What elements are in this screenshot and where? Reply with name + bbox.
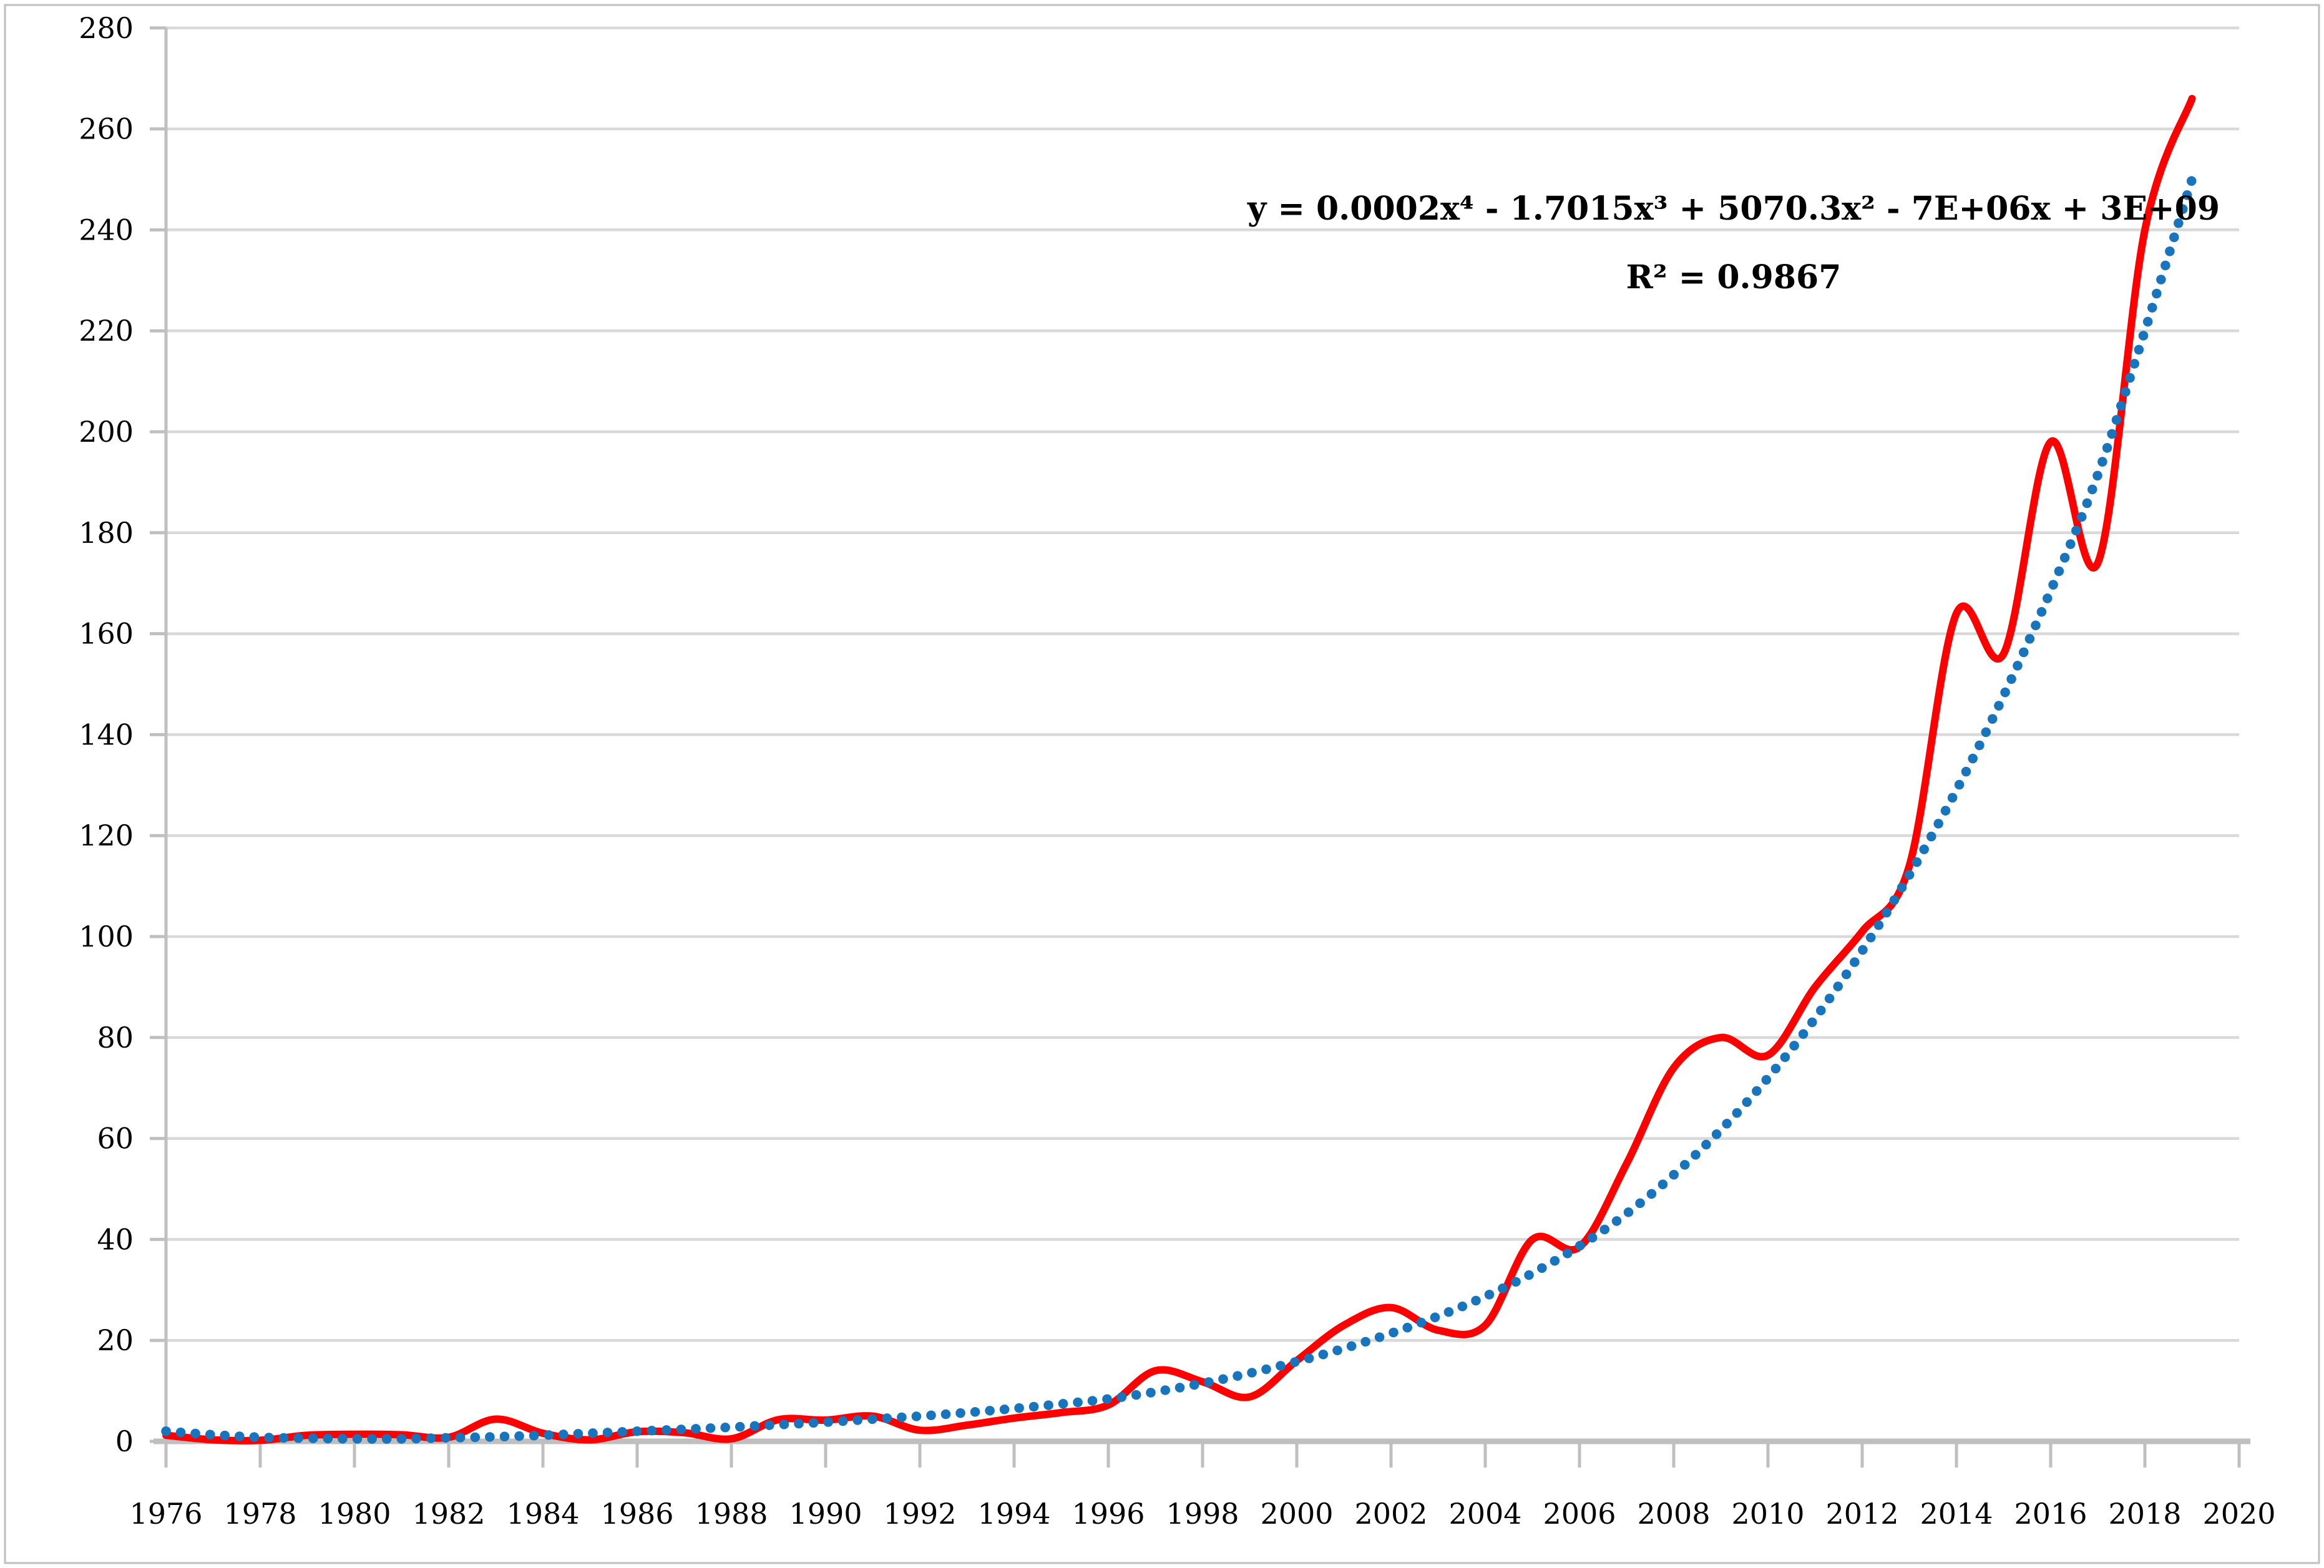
y-axis-tick-label-220: 220 (79, 314, 134, 348)
x-axis-tick-label-2018: 2018 (2108, 1497, 2181, 1531)
x-axis-tick-label-1988: 1988 (695, 1497, 768, 1531)
y-axis-labels: 0 20 40 60 80 100 120 140 160 180 200 220 240 260 280 (79, 11, 134, 1458)
y-axis-tick-label-0: 0 (115, 1424, 134, 1458)
x-axis-tick-label-2002: 2002 (1354, 1497, 1427, 1531)
y-axis-tick-label-200: 200 (79, 415, 134, 449)
y-axis-tick-label-180: 180 (79, 516, 134, 550)
x-axis-tick-label-2008: 2008 (1637, 1497, 1710, 1531)
horizontal-gridlines (166, 26, 2239, 1342)
x-axis-tick-label-1978: 1978 (223, 1497, 296, 1531)
y-axis-tick-label-120: 120 (79, 819, 134, 852)
x-axis-tick-label-2006: 2006 (1543, 1497, 1616, 1531)
x-axis-tick-label-2010: 2010 (1731, 1497, 1804, 1531)
x-axis-ticks (164, 1441, 2241, 1468)
y-axis-tick-label-240: 240 (79, 213, 134, 246)
x-axis-tick-label-1986: 1986 (600, 1497, 673, 1531)
y-axis-tick-label-100: 100 (79, 920, 134, 953)
x-axis-tick-label-1992: 1992 (883, 1497, 956, 1531)
x-axis-tick-label-1996: 1996 (1072, 1497, 1145, 1531)
x-axis-tick-label-2000: 2000 (1260, 1497, 1333, 1531)
x-axis-tick-label-2004: 2004 (1448, 1497, 1521, 1531)
x-axis-tick-label-2020: 2020 (2202, 1497, 2275, 1531)
x-axis-tick-label-1980: 1980 (318, 1497, 391, 1531)
x-axis-tick-label-2012: 2012 (1825, 1497, 1898, 1531)
y-axis-tick-label-260: 260 (79, 112, 134, 146)
x-axis-tick-label-1976: 1976 (129, 1497, 202, 1531)
y-axis-tick-label-80: 80 (97, 1021, 134, 1054)
x-axis-tick-label-1982: 1982 (412, 1497, 485, 1531)
y-axis-tick-label-160: 160 (79, 617, 134, 651)
x-axis-tick-label-1994: 1994 (977, 1497, 1050, 1531)
x-axis-tick-label-2016: 2016 (2014, 1497, 2087, 1531)
x-axis-tick-label-1984: 1984 (506, 1497, 579, 1531)
y-axis-tick-label-280: 280 (79, 11, 134, 45)
y-axis-ticks (150, 26, 166, 1443)
y-axis-tick-label-20: 20 (97, 1323, 134, 1357)
x-axis-tick-label-2014: 2014 (1920, 1497, 1993, 1531)
chart-outer-border (4, 4, 2320, 1564)
x-axis-tick-label-1990: 1990 (789, 1497, 862, 1531)
actual-data-line (162, 95, 2196, 1445)
polynomial-trendline-dotted (161, 174, 2197, 1444)
r-squared-label: R² = 0.9867 (1626, 258, 1842, 296)
y-axis-tick-label-60: 60 (97, 1122, 134, 1156)
x-axis-tick-label-1998: 1998 (1166, 1497, 1239, 1531)
x-axis-labels: 1976 1978 1980 1982 1984 1986 1988 1990 1992 1994… (129, 1497, 2275, 1531)
y-axis-tick-label-140: 140 (79, 718, 134, 751)
trendline-equation: y = 0.0002x⁴ - 1.7015x³ + 5070.3x² - 7E+… (1247, 190, 2220, 228)
y-axis-tick-label-40: 40 (97, 1222, 134, 1256)
